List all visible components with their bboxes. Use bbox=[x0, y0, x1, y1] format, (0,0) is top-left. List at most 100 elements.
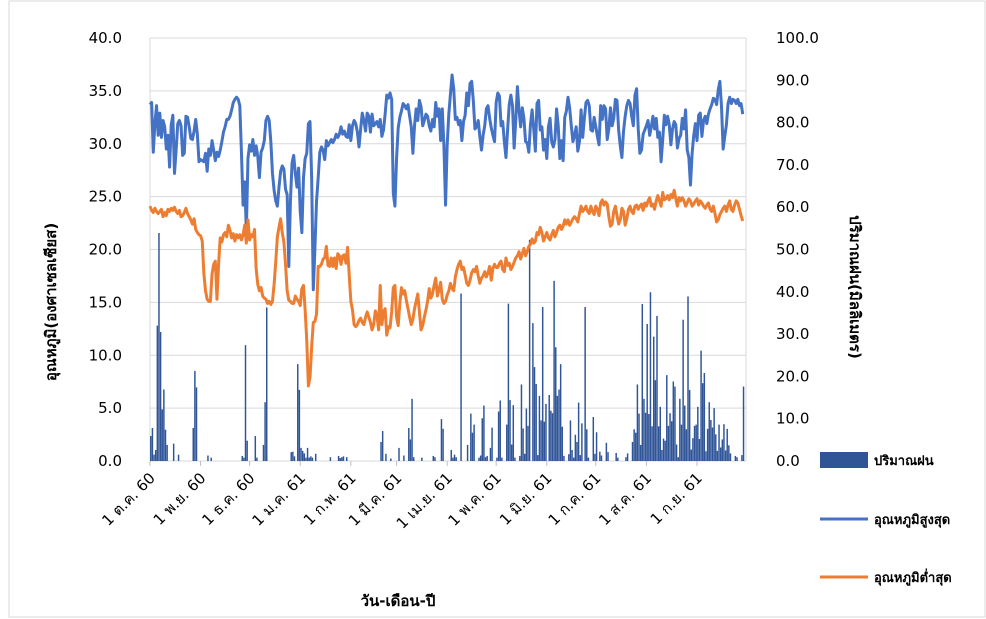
rain-bar bbox=[646, 323, 648, 461]
x-tick-label: 1 มิ.ย. 61 bbox=[496, 469, 556, 529]
rain-bar bbox=[577, 402, 580, 461]
rain-bar bbox=[719, 447, 722, 461]
rain-bar bbox=[734, 455, 737, 461]
y-left-tick-label: 10.0 bbox=[89, 346, 122, 364]
rain-bar bbox=[314, 453, 317, 461]
rain-bar bbox=[556, 395, 559, 461]
rain-bar bbox=[207, 455, 209, 461]
rain-bar bbox=[293, 456, 296, 461]
rain-bar bbox=[241, 455, 243, 461]
rain-bar bbox=[698, 439, 701, 461]
rain-bar bbox=[434, 457, 436, 461]
y-right-tick-label: 80.0 bbox=[776, 114, 809, 132]
legend: ปริมาณฝน อุณหภูมิสูงสุด อุณหภูมิต่ำสุด bbox=[820, 452, 952, 586]
rain-bar bbox=[151, 428, 154, 461]
rain-bar bbox=[519, 455, 521, 461]
rain-bar bbox=[639, 444, 642, 461]
rain-bar bbox=[625, 457, 627, 461]
rain-bar bbox=[659, 406, 661, 461]
rain-bar bbox=[264, 402, 266, 461]
x-tick-label: 1 ธ.ค. 60 bbox=[198, 469, 258, 529]
rain-bar bbox=[484, 457, 487, 461]
rain-bar bbox=[501, 457, 503, 461]
x-tick-label: 1 ก.ค. 61 bbox=[545, 469, 605, 529]
x-tick-label: 1 พ.ค. 61 bbox=[444, 469, 505, 530]
rain-bar bbox=[308, 457, 310, 461]
rain-bar bbox=[705, 451, 707, 461]
y-right-tick-label: 30.0 bbox=[776, 325, 809, 343]
rain-bar bbox=[741, 455, 743, 461]
rain-bar bbox=[329, 457, 332, 461]
rain-bar bbox=[481, 418, 484, 461]
x-tick-label: 1 ต.ค. 60 bbox=[98, 469, 158, 529]
rain-bar bbox=[548, 395, 550, 461]
rain-bar bbox=[409, 439, 412, 461]
y-axis-right-title: ปริมาณฝน(มิลลิเมตร) bbox=[846, 215, 864, 359]
rain-bar bbox=[341, 457, 343, 461]
rain-bar bbox=[595, 432, 598, 461]
tmin-line bbox=[148, 188, 745, 388]
rain-bar bbox=[432, 455, 435, 461]
rain-bar bbox=[708, 402, 710, 461]
rain-bar bbox=[626, 453, 629, 461]
rain-bar bbox=[512, 405, 515, 461]
rain-bar bbox=[506, 424, 508, 461]
rain-bar bbox=[742, 386, 745, 461]
rain-bar bbox=[510, 444, 513, 461]
rain-bar bbox=[156, 325, 159, 461]
rain-bar bbox=[641, 304, 644, 461]
rain-bar bbox=[471, 432, 474, 461]
rain-bar bbox=[460, 293, 462, 461]
rain-bar bbox=[164, 429, 167, 461]
y-axis-left-title: อุณหภูมิ(องศาเซลเซียส) bbox=[42, 223, 61, 381]
rain-bar bbox=[489, 447, 492, 461]
rain-bar bbox=[514, 457, 516, 461]
rain-bar bbox=[677, 457, 679, 461]
rain-bar bbox=[555, 347, 557, 461]
rain-bar bbox=[667, 425, 670, 461]
rain-bar bbox=[587, 457, 590, 461]
rain-bar bbox=[265, 307, 268, 461]
legend-rain-swatch bbox=[820, 452, 868, 468]
rain-bar bbox=[473, 424, 475, 461]
rain-bar bbox=[195, 387, 198, 461]
rain-bar bbox=[300, 447, 302, 461]
rain-bar bbox=[697, 406, 699, 461]
rain-bar bbox=[550, 410, 552, 461]
rain-bar bbox=[559, 364, 562, 461]
rain-bar bbox=[342, 456, 345, 461]
rain-bar bbox=[158, 233, 160, 461]
rain-bar bbox=[385, 453, 387, 461]
rain-bar bbox=[390, 458, 392, 461]
rain-bar bbox=[408, 428, 410, 461]
rain-bars bbox=[150, 233, 745, 461]
y-left-tick-label: 25.0 bbox=[89, 188, 122, 206]
rain-bar bbox=[692, 438, 694, 461]
rain-bar bbox=[525, 408, 528, 461]
y-right-tick-label: 100.0 bbox=[776, 29, 819, 47]
tmax-line bbox=[148, 73, 745, 292]
rain-bar bbox=[244, 345, 247, 461]
rain-bar bbox=[450, 450, 452, 461]
rain-bar bbox=[605, 442, 608, 461]
x-axis-ticks: 1 ต.ค. 601 พ.ย. 601 ธ.ค. 601 ม.ค. 611 ก.… bbox=[98, 461, 706, 532]
rain-bar bbox=[470, 413, 472, 461]
rain-bar bbox=[522, 428, 524, 461]
rain-bar bbox=[664, 440, 666, 461]
rain-bar bbox=[682, 319, 684, 461]
rain-bar bbox=[150, 436, 152, 461]
rain-bar bbox=[684, 405, 686, 461]
y-right-tick-label: 20.0 bbox=[776, 367, 809, 385]
rain-bar bbox=[398, 447, 400, 461]
rain-bar bbox=[339, 458, 341, 461]
rain-bar bbox=[715, 434, 717, 461]
rain-bar bbox=[649, 292, 652, 461]
rain-bar bbox=[301, 450, 304, 461]
rain-bar bbox=[651, 426, 653, 461]
rain-bar bbox=[690, 449, 693, 461]
rain-bar bbox=[600, 455, 603, 461]
rain-bar bbox=[572, 457, 575, 461]
rain-bar bbox=[540, 420, 542, 461]
y-left-tick-label: 5.0 bbox=[98, 399, 122, 417]
